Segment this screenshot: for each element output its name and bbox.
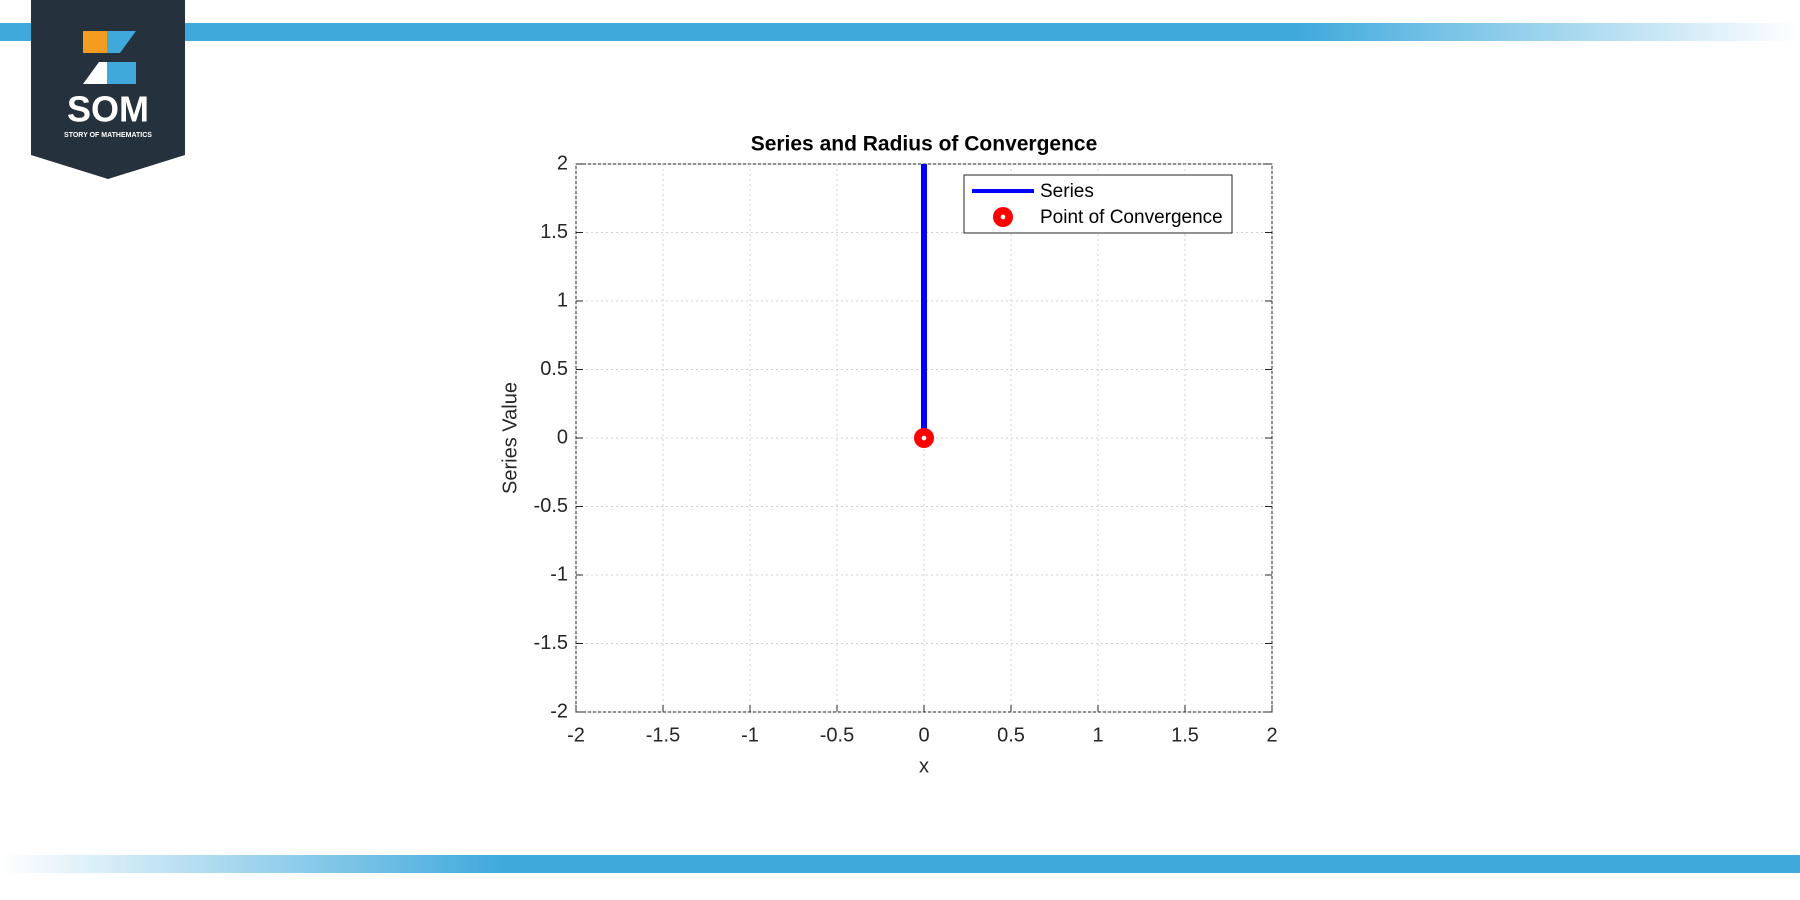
x-tick-label: 0.5	[997, 724, 1025, 746]
y-tick-label: 0.5	[540, 358, 568, 380]
logo: SOM STORY OF MATHEMATICS	[31, 0, 185, 179]
chart-title: Series and Radius of Convergence	[751, 133, 1098, 156]
x-tick-label: -1.5	[646, 724, 680, 746]
point	[914, 428, 934, 448]
x-tick-label: 1	[1092, 724, 1103, 746]
x-tick-label: -2	[567, 724, 585, 746]
y-tick-label: 2	[557, 152, 568, 174]
y-tick-label: -0.5	[534, 495, 568, 517]
legend-label: Point of Convergence	[1040, 207, 1223, 228]
y-tick-label: -1	[550, 563, 568, 585]
logo-subtitle: STORY OF MATHEMATICS	[64, 132, 152, 139]
x-axis-label: x	[919, 755, 929, 777]
y-tick-label: -2	[550, 700, 568, 722]
x-tick-label: -0.5	[820, 724, 854, 746]
x-tick-label: 2	[1266, 724, 1277, 746]
y-tick-label: 1.5	[540, 221, 568, 243]
top-band	[0, 23, 1800, 41]
x-tick-label: 0	[918, 724, 929, 746]
x-tick-label: 1.5	[1171, 724, 1199, 746]
y-tick-label: 1	[557, 289, 568, 311]
legend-label: Series	[1040, 181, 1094, 202]
y-tick-label: -1.5	[534, 632, 568, 654]
y-axis-label: Series Value	[499, 382, 521, 494]
x-tick-label: -1	[741, 724, 759, 746]
y-tick-label: 0	[557, 426, 568, 448]
legend-marker	[993, 207, 1013, 227]
logo-title: SOM	[67, 89, 149, 130]
bottom-band	[0, 855, 1800, 873]
